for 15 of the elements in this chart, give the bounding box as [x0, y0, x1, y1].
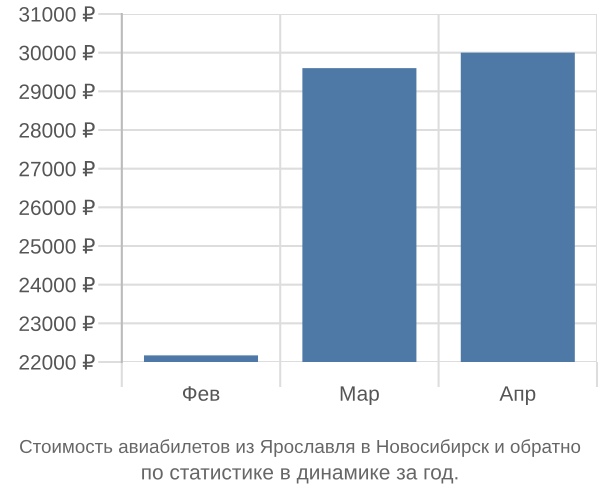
y-tick-label: 29000 ₽ — [19, 84, 95, 100]
y-tick-label: 28000 ₽ — [19, 122, 95, 138]
x-tick-label: Мар — [340, 386, 379, 406]
x-tick-label: Фев — [182, 386, 220, 401]
y-tick-label: 30000 ₽ — [19, 45, 95, 60]
y-tick-label: 24000 ₽ — [19, 277, 95, 292]
x-tick-label: Апр — [499, 386, 536, 406]
y-tick-label: 27000 ₽ — [19, 161, 95, 176]
y-tick-label: 25000 ₽ — [19, 238, 95, 254]
y-tick-label: 22000 ₽ — [19, 354, 95, 370]
y-tick-label: 23000 ₽ — [19, 316, 95, 332]
text: по статистике в динамике за год. — [142, 468, 458, 484]
y-tick-label: 26000 ₽ — [19, 200, 95, 216]
y-tick-label: 31000 ₽ — [19, 6, 95, 22]
text: Стоимость авиабилетов из Ярославля в Новосибирск и обратно — [20, 439, 580, 457]
